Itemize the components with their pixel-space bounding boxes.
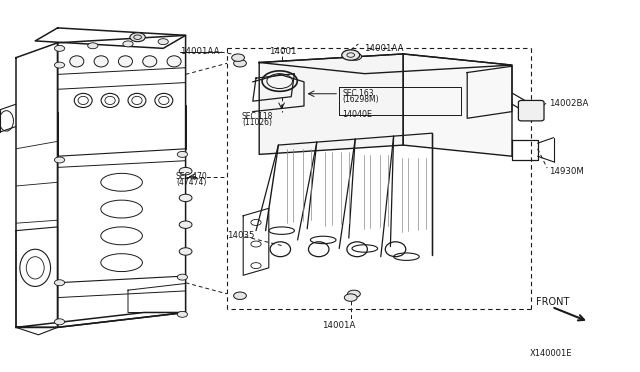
Polygon shape: [259, 54, 403, 154]
Text: 14040E: 14040E: [342, 110, 372, 119]
Circle shape: [232, 54, 244, 61]
Text: 14001A: 14001A: [323, 321, 356, 330]
Ellipse shape: [167, 56, 181, 67]
Text: (16298M): (16298M): [342, 95, 379, 104]
Circle shape: [234, 292, 246, 299]
Circle shape: [54, 45, 65, 51]
Ellipse shape: [118, 56, 132, 67]
Circle shape: [342, 50, 360, 60]
Circle shape: [179, 221, 192, 228]
Text: SEC.163: SEC.163: [342, 89, 374, 98]
Circle shape: [179, 194, 192, 202]
FancyBboxPatch shape: [518, 100, 544, 121]
Circle shape: [349, 53, 362, 60]
Ellipse shape: [70, 56, 84, 67]
Circle shape: [54, 319, 65, 325]
Circle shape: [177, 311, 188, 317]
Text: FRONT: FRONT: [536, 297, 570, 307]
Text: 14001: 14001: [269, 47, 296, 56]
Circle shape: [123, 41, 133, 47]
Circle shape: [234, 60, 246, 67]
Text: SEC.118: SEC.118: [242, 112, 273, 121]
Text: X140001E: X140001E: [530, 349, 572, 358]
Circle shape: [158, 39, 168, 45]
Circle shape: [344, 294, 357, 301]
Text: 14035: 14035: [227, 231, 255, 240]
Text: 14001AA: 14001AA: [364, 44, 403, 53]
Ellipse shape: [143, 56, 157, 67]
Text: SEC.470: SEC.470: [176, 172, 208, 181]
Text: 14002BA: 14002BA: [549, 99, 589, 108]
Text: (47474): (47474): [176, 178, 206, 187]
Text: 14001AA: 14001AA: [180, 47, 220, 56]
Circle shape: [179, 167, 192, 175]
Ellipse shape: [94, 56, 108, 67]
Circle shape: [54, 62, 65, 68]
Text: 14930M: 14930M: [549, 167, 584, 176]
Circle shape: [177, 151, 188, 157]
Circle shape: [348, 290, 360, 298]
Polygon shape: [403, 54, 512, 156]
Circle shape: [88, 43, 98, 49]
Circle shape: [54, 280, 65, 286]
Circle shape: [130, 33, 145, 42]
Circle shape: [54, 157, 65, 163]
Text: (11026): (11026): [242, 118, 272, 127]
Circle shape: [179, 248, 192, 255]
Circle shape: [177, 274, 188, 280]
